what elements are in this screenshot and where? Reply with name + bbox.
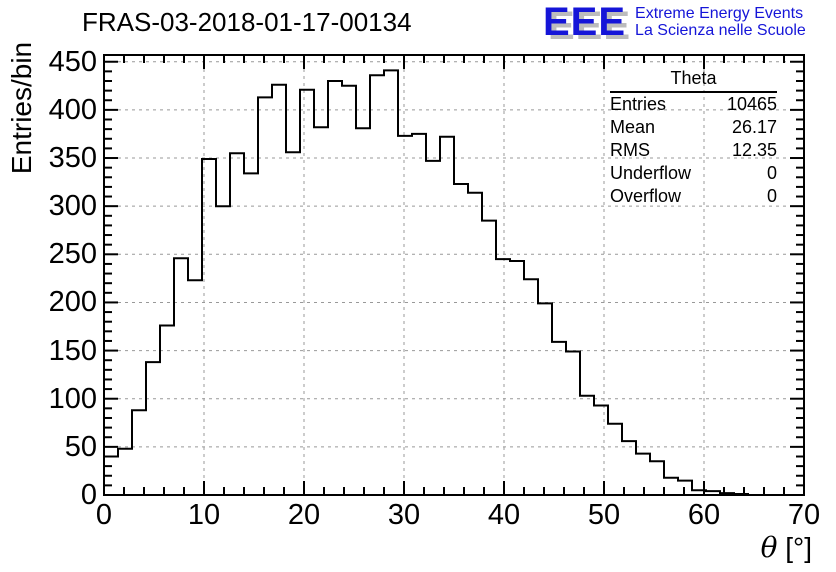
stats-label: Overflow bbox=[610, 186, 682, 206]
x-axis-units: [°] bbox=[777, 532, 812, 563]
x-tick-label: 0 bbox=[95, 499, 113, 531]
stats-value: 0 bbox=[766, 163, 777, 183]
x-tick-label: 20 bbox=[287, 499, 321, 531]
x-tick-label: 30 bbox=[387, 499, 421, 531]
stats-label: Underflow bbox=[610, 163, 692, 183]
stats-row: Overflow 0 bbox=[610, 185, 777, 208]
stats-label: Mean bbox=[610, 117, 656, 137]
x-tick-label: 40 bbox=[487, 499, 521, 531]
x-tick-label: 60 bbox=[687, 499, 721, 531]
eee-logo-acronym: EEE bbox=[543, 0, 627, 44]
stats-row: Entries 10465 bbox=[610, 93, 777, 116]
stats-row: Underflow 0 bbox=[610, 162, 777, 185]
stats-value: 0 bbox=[766, 186, 777, 206]
y-tick-label: 150 bbox=[48, 334, 97, 367]
histogram-line bbox=[103, 69, 804, 496]
x-tick-label: 70 bbox=[787, 499, 821, 531]
page-title: FRAS-03-2018-01-17-00134 bbox=[82, 7, 412, 37]
eee-logo: EEE Extreme Energy Events La Scienza nel… bbox=[543, 1, 806, 43]
stats-value: 26.17 bbox=[731, 117, 777, 137]
stats-value: 10465 bbox=[726, 94, 777, 114]
stats-label: Entries bbox=[610, 94, 667, 114]
stats-row: Mean 26.17 bbox=[610, 116, 777, 139]
stats-row: RMS 12.35 bbox=[610, 139, 777, 162]
stats-title: Theta bbox=[610, 67, 777, 93]
eee-logo-text: Extreme Energy Events La Scienza nelle S… bbox=[635, 1, 806, 39]
y-tick-label: 200 bbox=[48, 286, 97, 319]
x-tick-label: 50 bbox=[587, 499, 621, 531]
theta-symbol: θ bbox=[760, 531, 778, 564]
y-tick-label: 50 bbox=[64, 430, 97, 463]
y-tick-label: 450 bbox=[48, 45, 97, 78]
stats-label: RMS bbox=[610, 140, 650, 160]
y-tick-label: 100 bbox=[48, 382, 97, 415]
stats-value: 12.35 bbox=[731, 140, 777, 160]
y-tick-label: 0 bbox=[80, 479, 97, 511]
stats-box: Theta Entries 10465 Mean 26.17 RMS 12.35… bbox=[610, 67, 777, 208]
y-tick-label: 400 bbox=[48, 93, 97, 126]
eee-logo-line2: La Scienza nelle Scuole bbox=[635, 22, 806, 39]
y-tick-label: 300 bbox=[48, 190, 97, 223]
y-tick-label: 250 bbox=[48, 238, 97, 271]
eee-logo-line1: Extreme Energy Events bbox=[635, 5, 804, 22]
x-tick-label: 10 bbox=[187, 499, 221, 531]
x-axis-title: θ [°] bbox=[662, 531, 812, 564]
y-tick-label: 350 bbox=[48, 142, 97, 175]
